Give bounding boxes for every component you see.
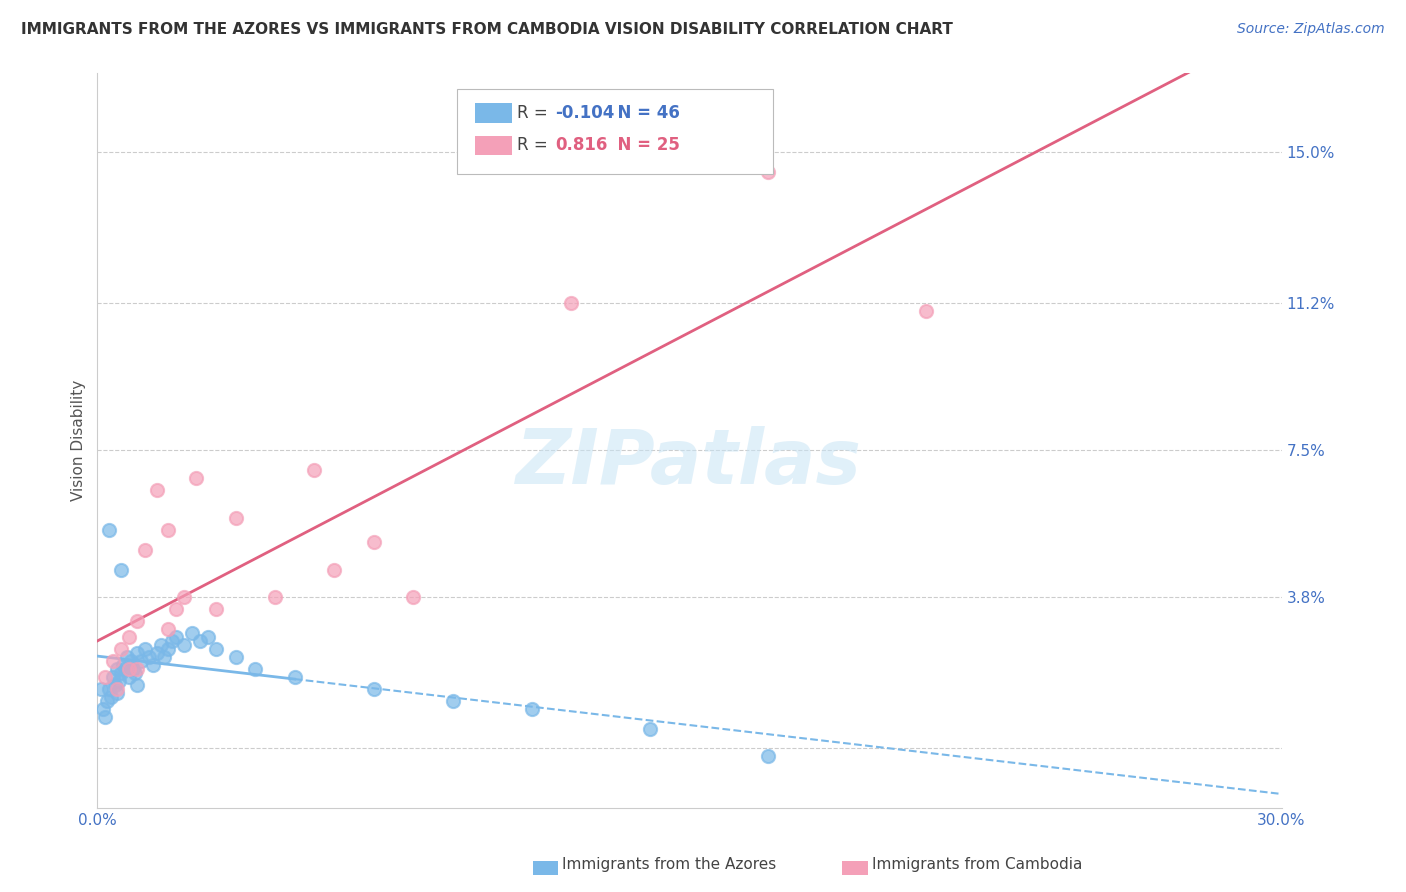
Point [125, 662, 148, 676]
Point [118, 630, 141, 644]
Point [122, 662, 145, 676]
Text: Source: ZipAtlas.com: Source: ZipAtlas.com [1237, 22, 1385, 37]
Point [323, 563, 346, 577]
Point [157, 622, 180, 636]
Point [181, 626, 204, 640]
Point [264, 591, 287, 605]
Text: N = 25: N = 25 [606, 136, 681, 154]
Point [118, 662, 141, 676]
Text: R =: R = [517, 104, 554, 122]
Text: R =: R = [517, 136, 554, 154]
Point [758, 165, 780, 179]
Point [560, 296, 582, 310]
Point [100, 690, 122, 704]
Point [441, 694, 464, 708]
Point [110, 665, 132, 680]
Text: -0.104: -0.104 [555, 104, 614, 122]
Point [149, 638, 172, 652]
Text: IMMIGRANTS FROM THE AZORES VS IMMIGRANTS FROM CAMBODIA VISION DISABILITY CORRELA: IMMIGRANTS FROM THE AZORES VS IMMIGRANTS… [21, 22, 953, 37]
Point [520, 702, 543, 716]
Point [184, 471, 207, 485]
Point [145, 483, 167, 498]
Point [138, 650, 160, 665]
Point [118, 670, 141, 684]
Point [224, 650, 246, 665]
Point [204, 602, 226, 616]
Point [284, 670, 307, 684]
Point [758, 749, 780, 764]
Point [638, 722, 661, 736]
Point [125, 615, 148, 629]
Text: ZIPatlas: ZIPatlas [516, 425, 862, 500]
Point [115, 650, 138, 665]
Point [98, 681, 121, 696]
Point [197, 630, 219, 644]
Point [142, 658, 165, 673]
Point [94, 709, 117, 723]
Point [104, 678, 127, 692]
Point [204, 642, 226, 657]
Point [91, 702, 114, 716]
Point [98, 523, 121, 537]
Point [245, 662, 267, 676]
Point [134, 542, 156, 557]
Text: Immigrants from Cambodia: Immigrants from Cambodia [872, 857, 1083, 871]
Point [124, 665, 146, 680]
Point [129, 654, 152, 668]
Text: Immigrants from the Azores: Immigrants from the Azores [562, 857, 776, 871]
Point [157, 523, 180, 537]
Point [134, 642, 156, 657]
Point [363, 681, 385, 696]
Point [105, 681, 128, 696]
Text: 0.816: 0.816 [555, 136, 607, 154]
Point [96, 694, 118, 708]
Point [125, 678, 148, 692]
Point [157, 642, 180, 657]
Point [101, 654, 124, 668]
Point [110, 563, 132, 577]
Point [110, 642, 132, 657]
Point [224, 511, 246, 525]
Point [114, 662, 136, 676]
Point [108, 673, 131, 688]
Point [101, 670, 124, 684]
Point [173, 591, 195, 605]
Point [165, 630, 187, 644]
Point [120, 654, 142, 668]
Point [94, 670, 117, 684]
Y-axis label: Vision Disability: Vision Disability [72, 380, 86, 501]
Text: N = 46: N = 46 [606, 104, 681, 122]
Point [111, 658, 134, 673]
Point [402, 591, 425, 605]
Point [304, 463, 326, 477]
Point [125, 646, 148, 660]
Point [188, 634, 211, 648]
Point [105, 686, 128, 700]
Point [162, 634, 184, 648]
Point [90, 681, 112, 696]
Point [915, 304, 938, 318]
Point [363, 534, 385, 549]
Point [105, 662, 128, 676]
Point [153, 650, 176, 665]
Point [145, 646, 167, 660]
Point [173, 638, 195, 652]
Point [165, 602, 187, 616]
